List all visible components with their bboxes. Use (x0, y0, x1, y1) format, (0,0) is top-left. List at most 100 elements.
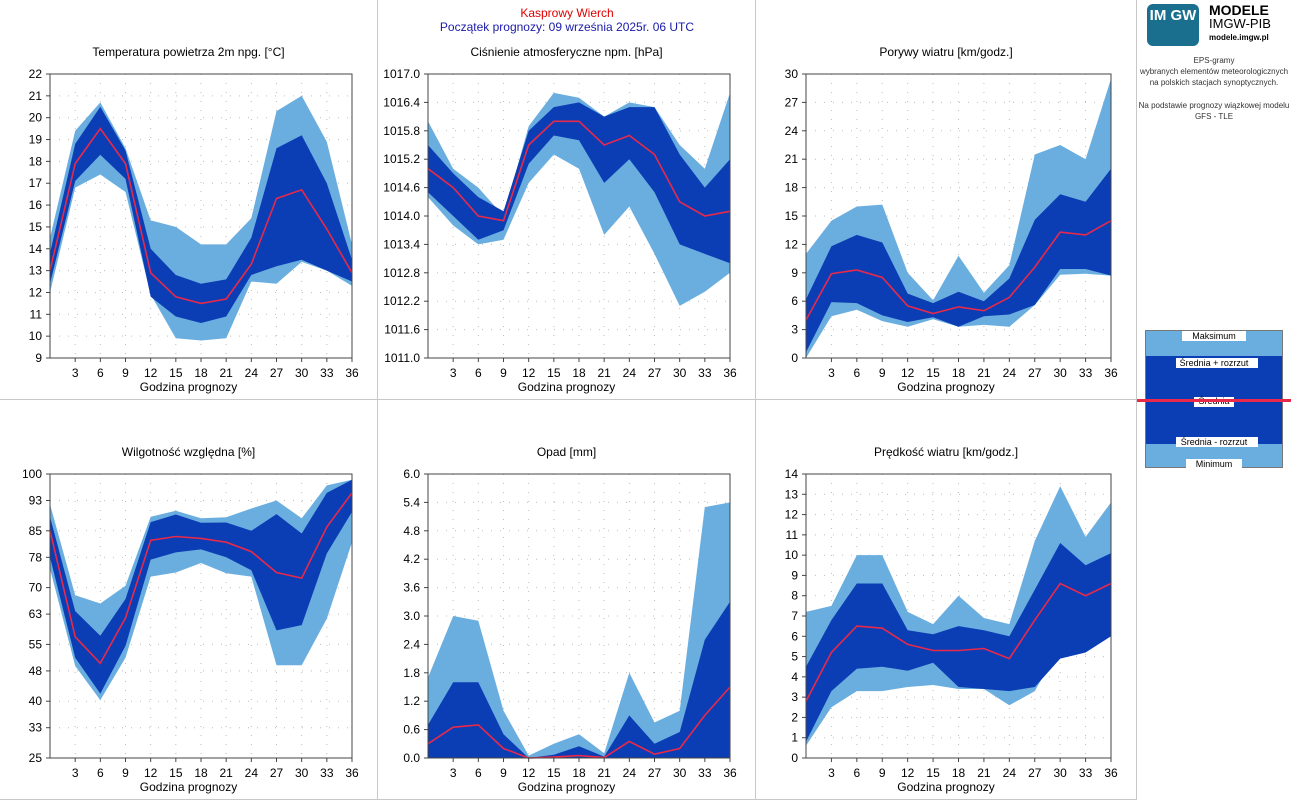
x-tick-label: 27 (270, 366, 284, 380)
y-tick-label: 3 (791, 323, 798, 337)
y-tick-label: 8 (791, 589, 798, 603)
legend-upper: Średnia + rozrzut (1179, 358, 1249, 368)
x-axis-title: Godzina prognozy (517, 780, 616, 794)
y-tick-label: 1015.8 (383, 124, 420, 138)
brand-url: modele.imgw.pl (1209, 33, 1269, 42)
x-tick-label: 24 (245, 766, 259, 780)
panel-title: Wilgotność względna [%] (121, 445, 256, 459)
legend-lower: Średnia - rozrzut (1180, 437, 1248, 447)
panel-pressure: Ciśnienie atmosferyczne npm. [hPa] 1011.… (378, 0, 756, 400)
panel-precipitation: Opad [mm] 0.0 0.6 1.2 1.8 2.4 3.0 3.6 4.2 4.8 5.4… (378, 400, 756, 800)
y-tick-label: 1012.8 (383, 266, 420, 280)
chart-pressure: 1011.0 1011.6 1012.2 1012.8 1013.4 1014.0 1014… (383, 67, 737, 380)
y-tick-label: 1012.2 (383, 294, 420, 308)
x-tick-label: 3 (828, 766, 835, 780)
x-tick-label: 12 (144, 766, 158, 780)
x-tick-label: 18 (952, 366, 966, 380)
x-tick-label: 33 (698, 366, 712, 380)
x-tick-label: 21 (597, 366, 611, 380)
y-tick-label: 1017.0 (383, 67, 420, 81)
band-spread (50, 106, 352, 323)
x-tick-label: 18 (194, 366, 208, 380)
panel-wind-speed: Prędkość wiatru [km/godz.] 0 1 2 3 4 5 6 7 8 9 10 1… (756, 400, 1137, 800)
y-tick-label: 19 (29, 133, 43, 147)
y-tick-label: 5 (791, 650, 798, 664)
x-tick-label: 30 (1053, 366, 1067, 380)
x-tick-label: 18 (194, 766, 208, 780)
x-tick-label: 6 (853, 366, 860, 380)
brand-imgw: IMGW-PIB (1209, 16, 1271, 31)
x-tick-label: 30 (673, 366, 687, 380)
y-tick-label: 14 (785, 467, 799, 481)
y-tick-label: 1014.0 (383, 209, 420, 223)
y-tick-label: 3.6 (403, 581, 420, 595)
panel-title: Temperatura powietrza 2m npg. [°C] (92, 45, 285, 59)
y-tick-label: 21 (29, 89, 43, 103)
x-tick-label: 30 (673, 766, 687, 780)
y-tick-label: 12 (785, 508, 799, 522)
legend-minmax-bottom (1146, 444, 1282, 467)
x-tick-label: 3 (450, 766, 457, 780)
x-tick-label: 21 (977, 366, 991, 380)
imgw-logo: IM GW (1147, 4, 1199, 46)
x-tick-label: 24 (623, 366, 637, 380)
y-tick-label: 9 (791, 568, 798, 582)
x-tick-label: 24 (1003, 766, 1017, 780)
x-tick-label: 3 (828, 366, 835, 380)
x-tick-label: 18 (572, 366, 586, 380)
y-tick-label: 15 (29, 220, 43, 234)
mean-line (49, 492, 353, 665)
description-line: na polskich stacjach synoptycznych. (1149, 78, 1279, 87)
panel-temperature: Temperatura powietrza 2m npg. [°C] 9 10 11… (0, 0, 378, 400)
x-tick-label: 21 (977, 766, 991, 780)
x-tick-label: 15 (169, 366, 183, 380)
band-spread (428, 102, 730, 264)
station-name: Kasprowy Wierch (520, 6, 614, 20)
x-tick-label: 36 (1104, 766, 1118, 780)
x-tick-label: 33 (320, 766, 334, 780)
x-tick-label: 27 (648, 766, 662, 780)
x-tick-label: 21 (597, 766, 611, 780)
description-line: Na podstawie prognozy wiązkowej modelu (1138, 101, 1290, 110)
y-tick-label: 3 (791, 690, 798, 704)
x-tick-label: 15 (547, 366, 561, 380)
header: Kasprowy Wierch Początek prognozy: 09 wr… (378, 6, 756, 34)
y-tick-label: 78 (29, 550, 43, 564)
description-line: wybranych elementów meteorologicznych (1139, 67, 1289, 76)
y-tick-label: 63 (29, 607, 43, 621)
x-tick-label: 18 (952, 766, 966, 780)
panel-title: Prędkość wiatru [km/godz.] (873, 445, 1019, 459)
y-tick-label: 6.0 (403, 467, 420, 481)
y-tick-label: 11 (786, 528, 799, 542)
x-tick-label: 24 (245, 366, 259, 380)
x-tick-label: 6 (97, 766, 104, 780)
x-tick-label: 24 (623, 766, 637, 780)
y-tick-label: 12 (29, 285, 43, 299)
x-tick-label: 6 (97, 366, 104, 380)
y-tick-label: 1016.4 (383, 95, 420, 109)
panel-title: Opad [mm] (536, 445, 597, 459)
mean-line (49, 127, 353, 305)
x-tick-label: 30 (295, 766, 309, 780)
band-spread (806, 168, 1111, 353)
x-tick-label: 9 (879, 766, 886, 780)
y-tick-label: 6 (791, 294, 798, 308)
x-axis-title: Godzina prognozy (517, 380, 616, 394)
band-spread (50, 479, 352, 694)
y-tick-label: 24 (785, 124, 799, 138)
y-tick-label: 25 (29, 751, 43, 765)
x-tick-label: 12 (901, 766, 915, 780)
y-tick-label: 1015.2 (383, 152, 420, 166)
y-tick-label: 85 (29, 524, 43, 538)
y-tick-label: 13 (785, 487, 799, 501)
legend-label-bg (1186, 459, 1242, 468)
brand-block: MODELE IMGW-PIB modele.imgw.pl (1209, 3, 1271, 45)
y-tick-label: 1 (791, 731, 798, 745)
x-axis-title: Godzina prognozy (897, 780, 995, 794)
y-tick-label: 7 (791, 609, 798, 623)
x-tick-label: 15 (547, 766, 561, 780)
legend-label-bg (1176, 358, 1258, 368)
